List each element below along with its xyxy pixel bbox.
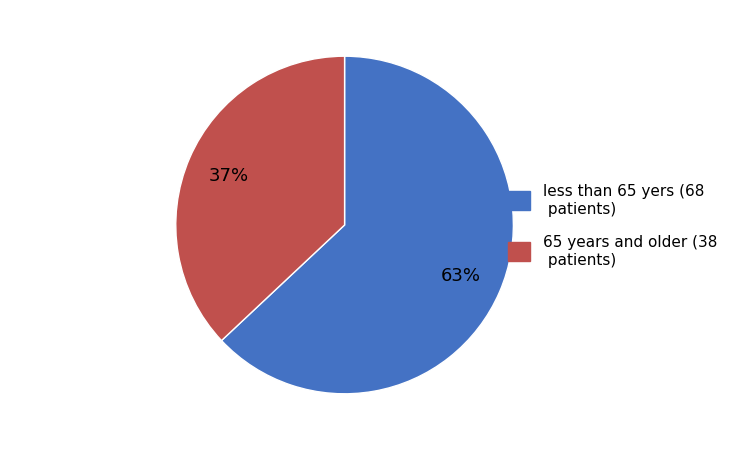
Legend: less than 65 yers (68
 patients), 65 years and older (38
 patients): less than 65 yers (68 patients), 65 year… bbox=[500, 176, 725, 275]
Text: 63%: 63% bbox=[441, 267, 481, 285]
Wedge shape bbox=[222, 57, 514, 394]
Text: 37%: 37% bbox=[208, 166, 248, 184]
Wedge shape bbox=[176, 57, 344, 341]
